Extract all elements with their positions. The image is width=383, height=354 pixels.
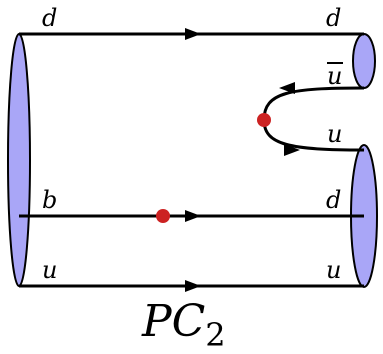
- arrow-top: [185, 28, 201, 40]
- label-middle-right: d: [326, 186, 341, 214]
- pair-creation-vertex: [257, 113, 271, 127]
- arrow-antiquark: [279, 82, 295, 94]
- label-antiquark-right: u: [327, 62, 342, 90]
- weak-vertex: [156, 209, 170, 223]
- diagram-title-subscript: 2: [205, 316, 225, 354]
- arrow-pair-quark: [284, 144, 300, 156]
- pair-upper-arm: [262, 86, 365, 121]
- label-bottom-right: u: [326, 256, 341, 284]
- label-top-right: d: [326, 4, 341, 32]
- final-meson-upper-ellipse: [352, 33, 376, 89]
- pair-lower-arm: [262, 119, 365, 152]
- arrow-middle: [185, 210, 201, 222]
- label-middle-left: b: [42, 186, 57, 214]
- label-top-left: d: [42, 4, 57, 32]
- diagram-title-main: PC: [141, 296, 205, 347]
- diagram-title: PC2: [141, 296, 226, 354]
- label-pair-right: u: [327, 120, 342, 148]
- label-bottom-left: u: [42, 256, 57, 284]
- arrow-bottom: [185, 280, 201, 292]
- initial-meson-ellipse: [7, 33, 31, 287]
